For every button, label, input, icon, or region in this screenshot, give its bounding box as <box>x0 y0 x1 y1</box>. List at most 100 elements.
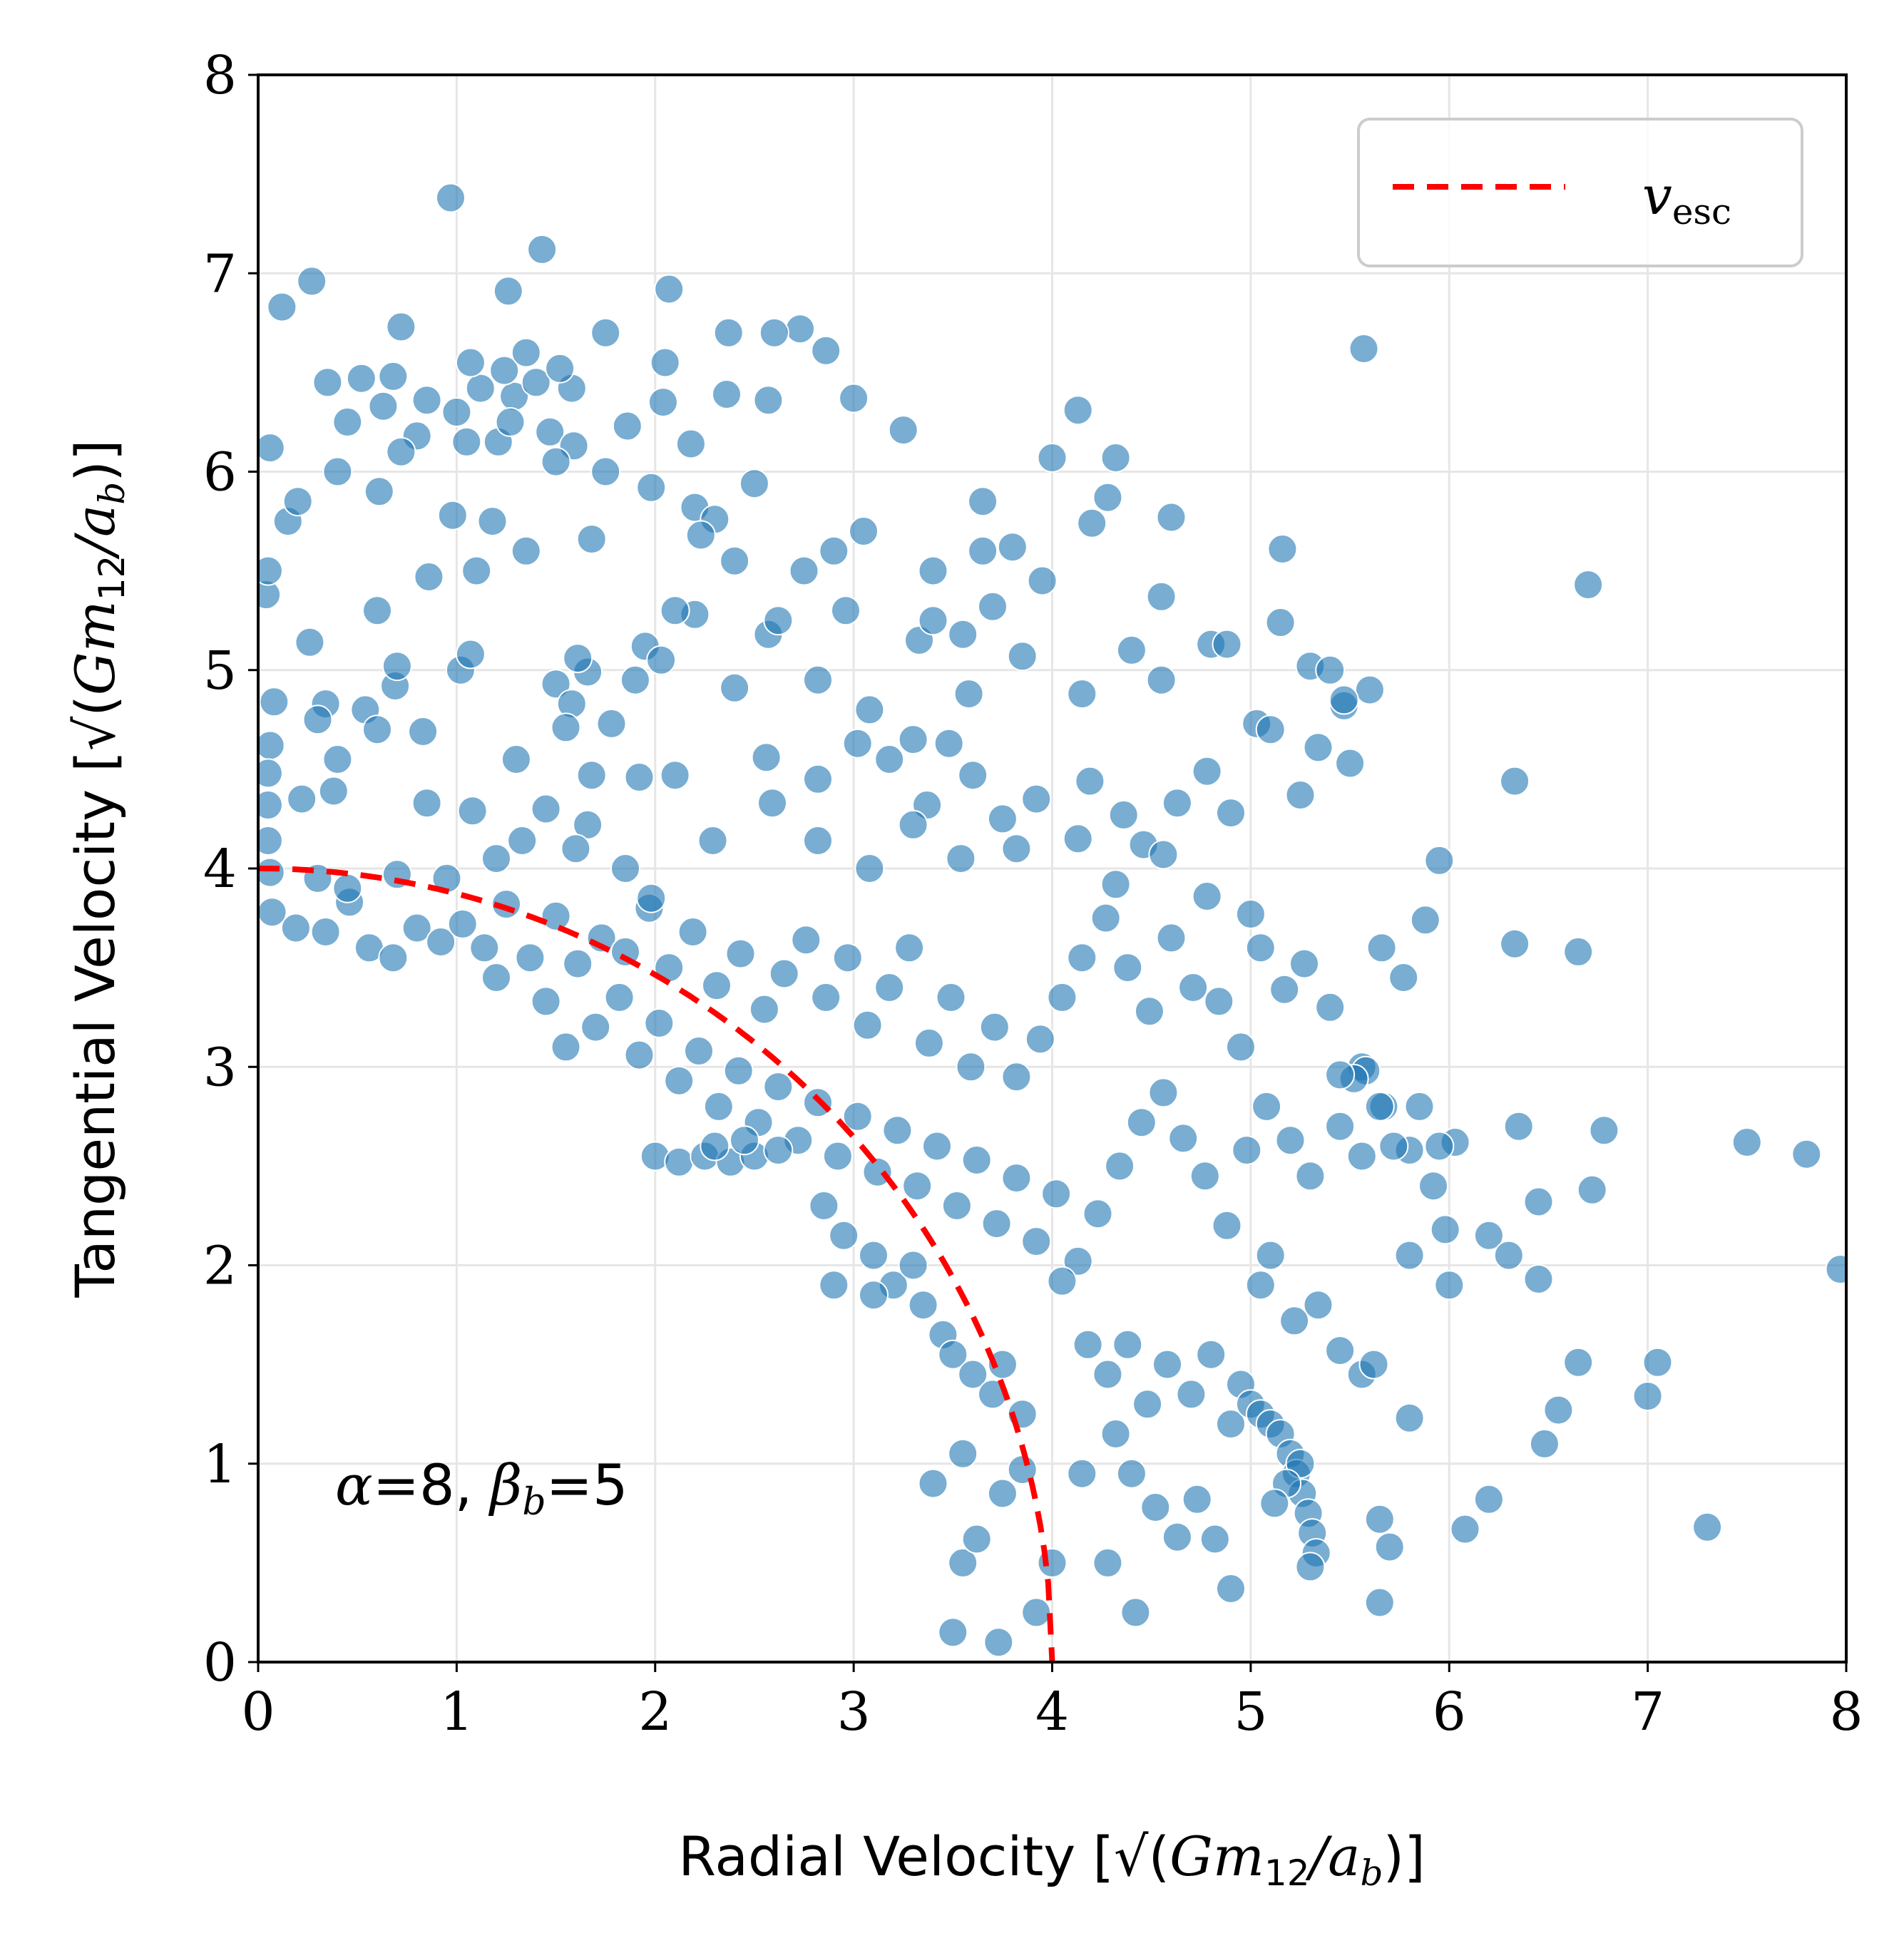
scatter-point <box>958 1359 988 1390</box>
scatter-point <box>511 535 541 566</box>
scatter-point <box>259 687 290 717</box>
scatter-point <box>576 524 607 555</box>
scatter-point <box>1168 1123 1199 1154</box>
scatter-point <box>713 317 744 348</box>
scatter-point <box>1529 1428 1560 1459</box>
parameter-annotation: α=8, βb=5 <box>335 1454 628 1524</box>
scatter-point <box>362 595 392 626</box>
scatter-point <box>677 917 708 947</box>
y-tick-label: 7 <box>203 243 237 304</box>
scatter-point <box>979 1012 1010 1042</box>
scatter-point <box>1825 1254 1846 1285</box>
x-tick-label: 4 <box>1035 1681 1069 1743</box>
scatter-point <box>1791 1139 1822 1169</box>
x-tick-label: 7 <box>1631 1681 1664 1743</box>
scatter-point <box>386 312 416 342</box>
scatter-point <box>1092 1547 1123 1578</box>
scatter-point <box>922 1131 952 1162</box>
scatter-point <box>1067 943 1097 973</box>
scatter-point <box>1275 1125 1306 1156</box>
scatter-point <box>842 1101 873 1132</box>
scatter-point <box>636 472 667 503</box>
scatter-point <box>902 1171 933 1201</box>
scatter-point <box>1450 1514 1480 1544</box>
scatter-point <box>1354 675 1385 705</box>
scatter-point <box>1216 798 1246 829</box>
scatter-point <box>493 276 523 307</box>
scatter-point <box>414 562 444 592</box>
scatter-point <box>437 500 468 530</box>
scatter-point <box>1212 629 1242 660</box>
scatter-point <box>839 383 869 414</box>
scatter-point <box>769 958 799 989</box>
scatter-point <box>832 943 863 973</box>
scatter-point <box>1692 1512 1723 1542</box>
scatter-point <box>1329 685 1359 715</box>
scatter-point <box>1199 1524 1230 1554</box>
scatter-point <box>1001 1163 1032 1194</box>
scatter-point <box>441 397 472 427</box>
scatter-point <box>1245 933 1276 963</box>
scatter-point <box>1245 1270 1276 1301</box>
scatter-point <box>654 274 685 304</box>
scatter-point <box>908 1290 938 1321</box>
scatter-point <box>1116 1458 1147 1489</box>
scatter-point <box>590 317 621 348</box>
scatter-point <box>451 426 482 457</box>
scatter-point <box>310 917 341 947</box>
scatter-point <box>1112 1329 1143 1360</box>
scatter-point <box>1073 1329 1103 1360</box>
scatter-point <box>1105 1151 1135 1181</box>
scatter-point <box>469 933 500 963</box>
scatter-point <box>573 809 603 840</box>
scatter-point <box>1192 756 1222 786</box>
scatter-point <box>1178 973 1209 1003</box>
scatter-point <box>789 555 819 586</box>
scatter-point <box>1388 963 1419 993</box>
scatter-point <box>258 826 283 856</box>
scatter-point <box>1140 1492 1171 1522</box>
scatter-point <box>1082 1199 1113 1229</box>
scatter-point <box>386 436 416 467</box>
scatter-point <box>1116 635 1147 665</box>
scatter-point <box>258 433 285 463</box>
scatter-point <box>725 938 756 969</box>
scatter-point <box>1364 1504 1395 1534</box>
scatter-point <box>1424 1131 1455 1162</box>
scatter-point <box>1269 974 1300 1005</box>
scatter-point <box>1162 1522 1192 1552</box>
scatter-point <box>854 694 885 725</box>
scatter-point <box>981 1209 1012 1239</box>
scatter-point <box>1075 766 1105 796</box>
scatter-point <box>295 627 325 657</box>
y-axis-label: Tangential Velocity [√(Gm12/ab)] <box>63 439 133 1298</box>
scatter-point <box>948 1438 978 1469</box>
scatter-point <box>859 1240 889 1271</box>
scatter-point <box>946 844 976 874</box>
scatter-point <box>501 744 531 774</box>
scatter-point <box>749 994 779 1025</box>
scatter-point <box>1473 1484 1504 1514</box>
scatter-point <box>646 645 677 675</box>
scatter-point <box>918 555 948 586</box>
scatter-point <box>898 809 928 840</box>
scatter-point <box>545 353 575 384</box>
scatter-point <box>1063 1246 1093 1276</box>
scatter-point <box>1259 1488 1290 1519</box>
scatter-point <box>1047 982 1078 1013</box>
scatter-point <box>1001 1062 1032 1092</box>
scatter-point <box>1067 679 1097 709</box>
scatter-point <box>785 314 815 344</box>
scatter-point <box>1335 748 1366 779</box>
scatter-point <box>1410 905 1440 935</box>
scatter-point <box>1120 1597 1151 1628</box>
scatter-point <box>961 1524 992 1554</box>
scatter-point <box>862 1157 893 1187</box>
scatter-point <box>1267 534 1298 564</box>
scatter-point <box>648 387 678 418</box>
scatter-point <box>1216 1574 1246 1604</box>
scatter-point <box>712 379 742 409</box>
scatter-point <box>1573 570 1604 600</box>
scatter-point <box>664 1065 695 1096</box>
